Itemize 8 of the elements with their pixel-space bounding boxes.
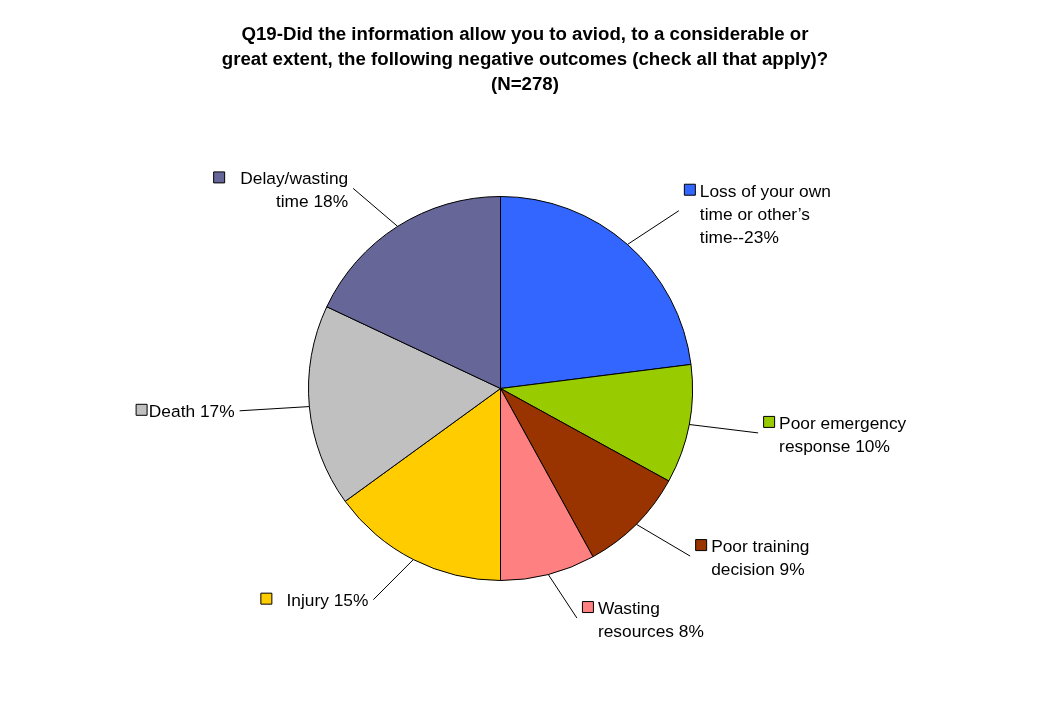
legend-label: Poor emergency response 10% [779, 412, 907, 456]
chart-title: Q19-Did the information allow you to aviod, to a considerable or great extent, the following negative outcomes (check all that apply)? (N=278) [221, 22, 829, 94]
legend-label: Loss of your own time or other’s time--23% [699, 180, 831, 247]
legend-label: Injury 15% [286, 589, 369, 610]
legend-label: Death 17% [148, 400, 235, 421]
legend-label: Poor training decision 9% [711, 536, 810, 580]
legend-label: Wasting resources 8% [597, 598, 704, 642]
legend-label: Delay/wasting time 18% [240, 168, 349, 212]
